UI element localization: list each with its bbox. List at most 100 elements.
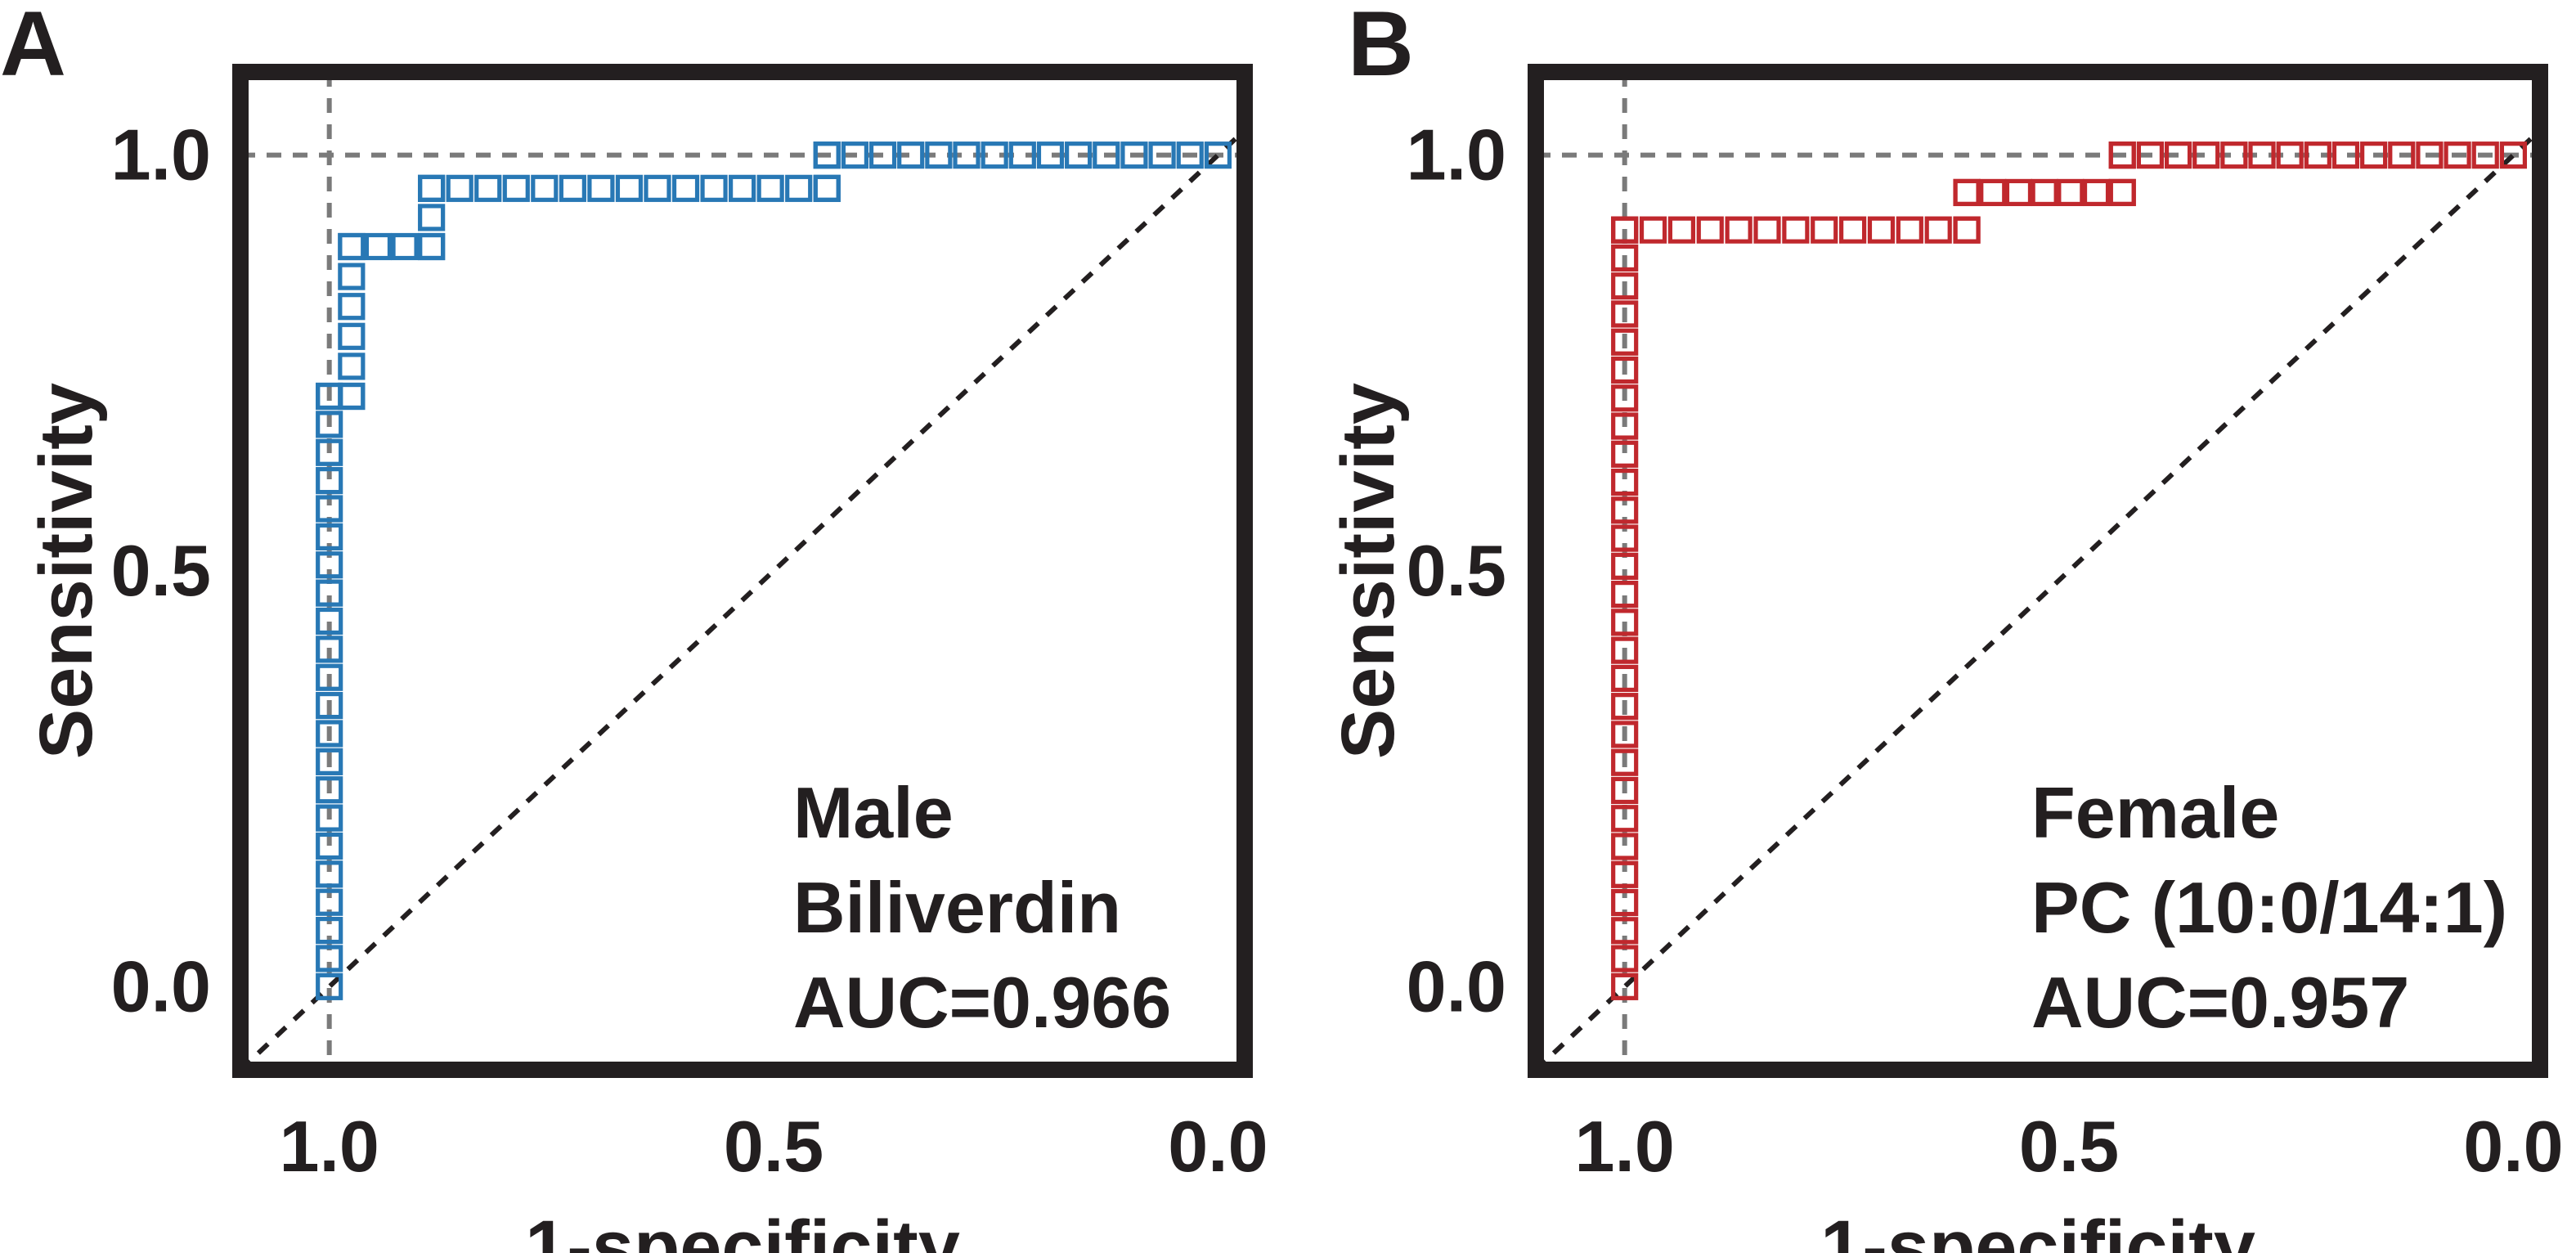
roc-marker: [1953, 216, 1981, 244]
roc-marker: [316, 663, 343, 691]
roc-marker: [1611, 524, 1639, 552]
roc-marker: [1611, 776, 1639, 805]
roc-marker: [338, 232, 366, 261]
roc-marker: [316, 945, 343, 972]
roc-marker: [1611, 917, 1639, 945]
roc-marker: [1782, 216, 1810, 244]
x-tick-label: 0.5: [2019, 1106, 2119, 1187]
roc-marker: [2388, 141, 2416, 169]
roc-marker: [502, 174, 530, 202]
annotation-compound: PC (10:0/14:1): [2031, 867, 2507, 948]
roc-marker: [2444, 141, 2471, 169]
panel-label: A: [0, 0, 66, 95]
roc-marker: [316, 411, 343, 438]
roc-marker: [1611, 860, 1639, 888]
roc-marker: [671, 174, 700, 202]
roc-marker: [1148, 141, 1176, 169]
roc-marker: [1611, 581, 1639, 609]
roc-marker: [1611, 888, 1639, 917]
roc-marker: [2004, 178, 2033, 207]
plot-frame: [232, 64, 1253, 1078]
roc-marker: [474, 174, 502, 202]
roc-marker: [316, 607, 343, 635]
roc-marker: [2057, 178, 2085, 207]
roc-marker: [1611, 805, 1639, 833]
roc-marker: [316, 523, 343, 550]
x-axis-title: 1-specificity: [1820, 1206, 2255, 1253]
roc-marker: [785, 174, 813, 202]
roc-marker: [1953, 178, 1981, 207]
roc-marker: [1611, 636, 1639, 664]
roc-marker: [841, 141, 868, 169]
roc-marker: [418, 174, 446, 202]
roc-marker: [316, 635, 343, 663]
roc-marker: [316, 804, 343, 832]
roc-marker: [1696, 216, 1724, 244]
panel-a: A Male Biliverdin AUC=0.966 0.0 0.5 1.0 1.0…: [0, 0, 1268, 1253]
roc-marker: [316, 467, 343, 495]
roc-marker: [2136, 141, 2164, 169]
annotation-auc: AUC=0.966: [793, 962, 1171, 1043]
roc-marker: [1008, 141, 1036, 169]
roc-marker: [2220, 141, 2248, 169]
annotation-group: Female: [2031, 772, 2279, 853]
roc-marker: [2108, 178, 2136, 207]
roc-marker: [1611, 693, 1639, 721]
roc-marker: [2082, 178, 2111, 207]
roc-marker: [644, 174, 671, 202]
roc-marker: [813, 174, 841, 202]
roc-marker: [1611, 833, 1639, 860]
roc-marker: [1867, 216, 1896, 244]
roc-marker: [729, 174, 756, 202]
roc-marker: [316, 776, 343, 804]
roc-marker: [1093, 141, 1120, 169]
roc-marker: [1611, 972, 1639, 1000]
roc-marker: [1953, 216, 1981, 244]
roc-marker: [2164, 141, 2192, 169]
roc-marker: [1611, 300, 1639, 328]
roc-marker: [559, 174, 586, 202]
roc-marker: [2499, 141, 2527, 169]
roc-marker: [1979, 178, 2007, 207]
x-tick-label: 0.0: [1168, 1106, 1268, 1187]
roc-marker: [1838, 216, 1867, 244]
roc-marker: [2360, 141, 2388, 169]
roc-marker: [1811, 216, 1838, 244]
roc-marker: [2108, 178, 2136, 207]
roc-marker: [1896, 216, 1923, 244]
x-tick-label: 0.0: [2463, 1106, 2563, 1187]
roc-marker: [2276, 141, 2304, 169]
roc-marker: [1639, 216, 1667, 244]
roc-marker: [316, 495, 343, 523]
roc-marker: [1611, 721, 1639, 748]
roc-marker: [1753, 216, 1781, 244]
roc-marker: [813, 141, 841, 169]
roc-marker: [316, 832, 343, 860]
roc-marker: [418, 174, 446, 202]
roc-marker: [1204, 141, 1232, 169]
roc-marker: [2192, 141, 2220, 169]
roc-marker: [316, 748, 343, 775]
roc-marker: [1611, 384, 1639, 412]
roc-marker: [1611, 440, 1639, 468]
roc-marker: [700, 174, 728, 202]
y-tick-label: 1.0: [111, 115, 211, 195]
roc-marker: [316, 438, 343, 466]
roc-marker: [1611, 412, 1639, 440]
x-tick-label: 1.0: [1575, 1106, 1675, 1187]
roc-marker: [338, 263, 366, 290]
roc-marker: [1953, 178, 1981, 207]
roc-marker: [391, 232, 419, 261]
roc-marker: [2471, 141, 2499, 169]
roc-marker: [1924, 216, 1952, 244]
plot-frame: [1528, 64, 2548, 1078]
roc-marker: [446, 174, 473, 202]
y-tick-label: 0.5: [111, 530, 211, 611]
roc-marker: [615, 174, 644, 202]
roc-marker: [868, 141, 897, 169]
roc-marker: [813, 174, 841, 202]
roc-marker: [897, 141, 925, 169]
roc-marker: [1611, 216, 1639, 244]
roc-marker: [418, 204, 446, 231]
